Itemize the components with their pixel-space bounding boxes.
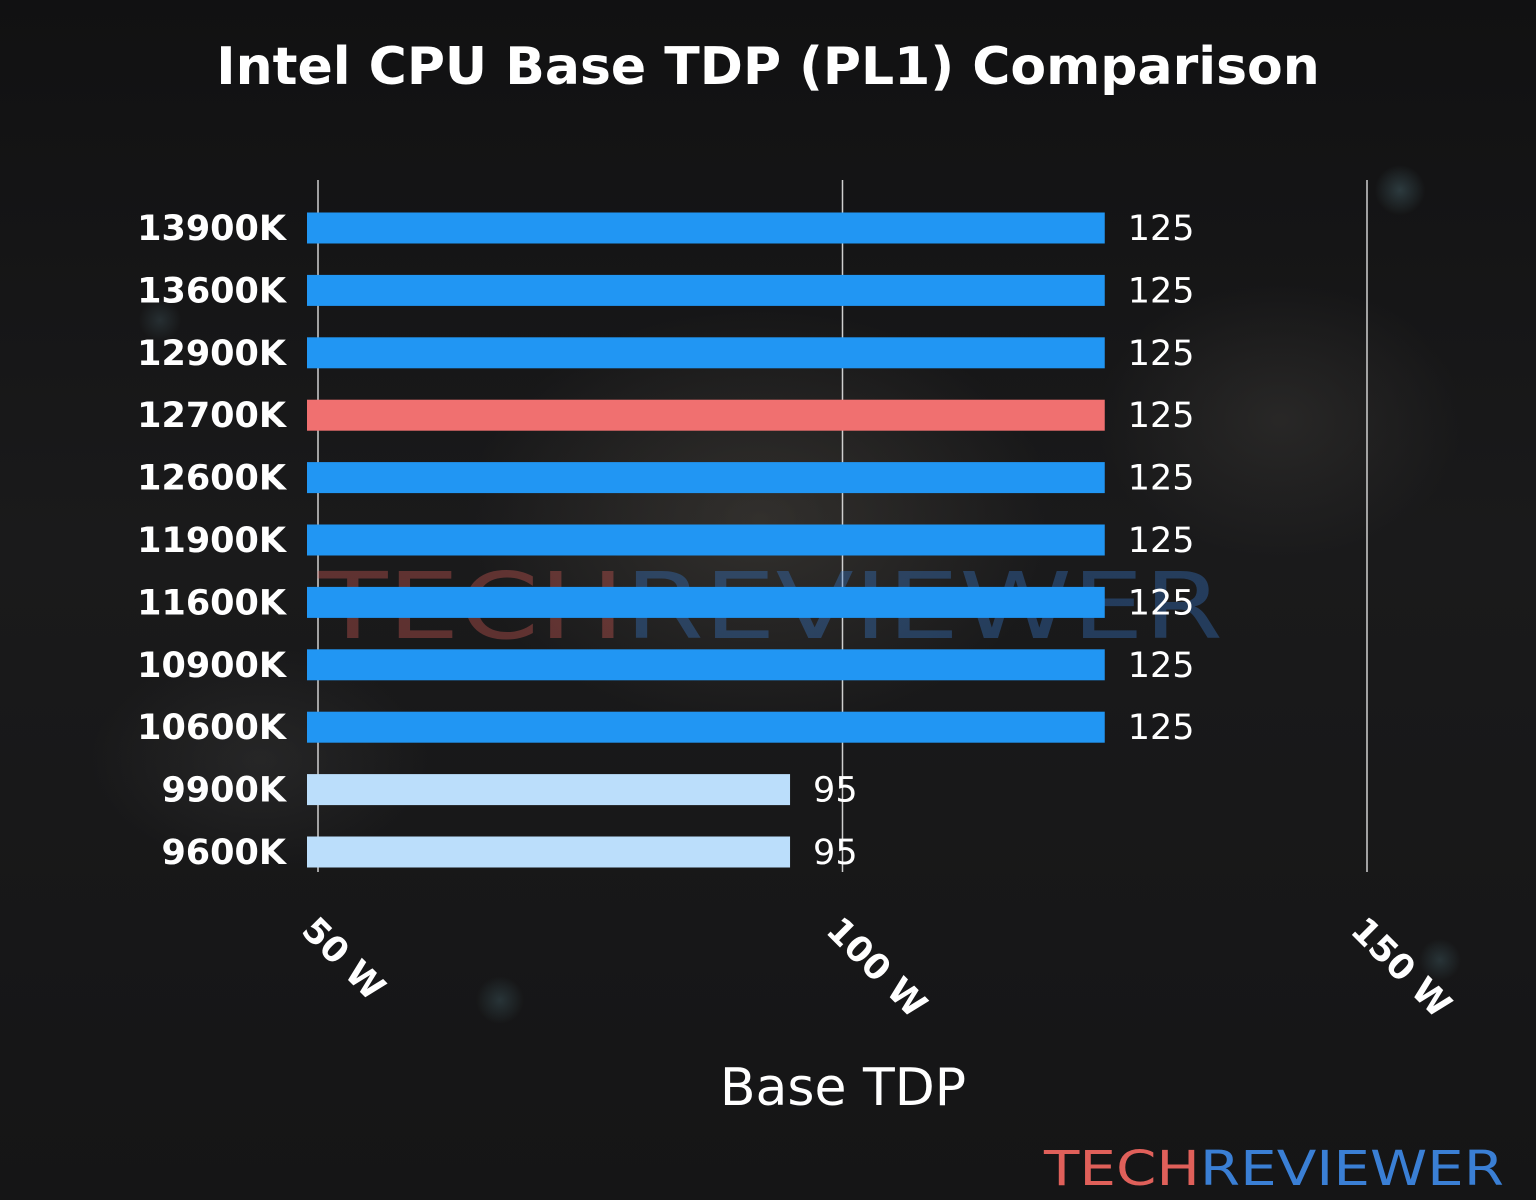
category-label: 12700K [137, 396, 288, 436]
value-label: 125 [1128, 583, 1195, 623]
value-label: 95 [813, 833, 858, 873]
category-label: 10900K [137, 646, 288, 686]
category-label: 11600K [137, 583, 288, 623]
x-tick-labels: 50 W 100 W 150 W [294, 910, 1459, 1026]
bar-10600K [307, 711, 1105, 743]
x-tick-label: 150 W [1343, 910, 1459, 1026]
bar-9600K [307, 836, 791, 868]
category-label: 12900K [137, 334, 288, 374]
brand-logo: TECH REVIEWER [1043, 1141, 1504, 1197]
category-label: 10600K [137, 708, 288, 748]
logo-part1: TECH [1043, 1141, 1200, 1197]
category-label: 13600K [137, 271, 288, 311]
bar-10900K [307, 649, 1105, 681]
x-axis-label: Base TDP [720, 1058, 966, 1118]
value-label: 125 [1128, 459, 1195, 499]
bar-12600K [307, 462, 1105, 494]
bar-11900K [307, 524, 1105, 556]
bar-12700K [307, 399, 1105, 431]
category-label: 9600K [161, 833, 287, 873]
x-tick-label: 100 W [818, 910, 934, 1026]
bar-11600K [307, 586, 1105, 618]
value-labels: 125 125 125 125 125 125 125 125 125 95 95 [813, 209, 1195, 873]
chart-title: Intel CPU Base TDP (PL1) Comparison [216, 37, 1320, 97]
value-label: 125 [1128, 521, 1195, 561]
category-label: 11900K [137, 521, 288, 561]
bars [307, 212, 1105, 868]
value-label: 95 [813, 771, 858, 811]
value-label: 125 [1128, 708, 1195, 748]
logo-part2: REVIEWER [1200, 1141, 1504, 1197]
category-label: 9900K [161, 771, 287, 811]
bar-12900K [307, 337, 1105, 369]
category-label: 13900K [137, 209, 288, 249]
category-label: 12600K [137, 459, 288, 499]
bar-13600K [307, 274, 1105, 306]
bar-13900K [307, 212, 1105, 244]
category-labels: 13900K 13600K 12900K 12700K 12600K 11900K 1160… [137, 209, 288, 873]
value-label: 125 [1128, 646, 1195, 686]
x-tick-label: 50 W [294, 910, 393, 1009]
value-label: 125 [1128, 396, 1195, 436]
value-label: 125 [1128, 334, 1195, 374]
bar-9900K [307, 774, 791, 806]
value-label: 125 [1128, 209, 1195, 249]
value-label: 125 [1128, 271, 1195, 311]
